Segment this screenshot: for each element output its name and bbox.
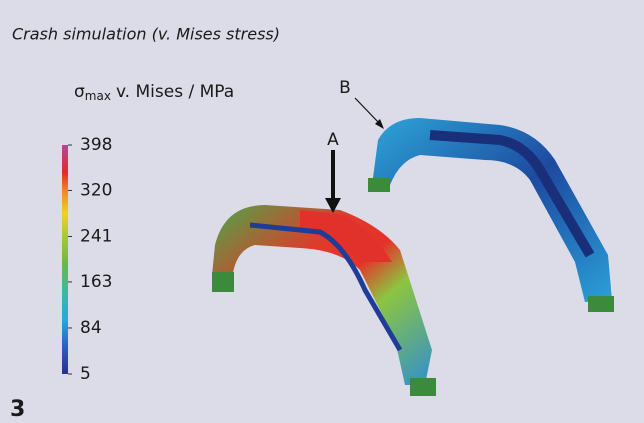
colorbar bbox=[62, 145, 68, 374]
figure-number: 3 bbox=[10, 397, 25, 422]
colorbar-tick-label: 241 bbox=[80, 226, 112, 246]
colorbar-tick-label: 84 bbox=[80, 318, 102, 338]
colorbar-tick-label: 163 bbox=[80, 272, 112, 292]
figure: Crash simulation (v. Mises stress) σmaxv… bbox=[0, 0, 644, 423]
colorbar-tick-label: 398 bbox=[80, 135, 112, 155]
unit-label: v. Mises / MPa bbox=[116, 82, 234, 102]
marker-b: B bbox=[339, 78, 351, 98]
caption: Crash simulation (v. Mises stress) bbox=[12, 25, 280, 44]
colorbar-tick-label: 5 bbox=[80, 364, 91, 384]
colorbar-tick-label: 320 bbox=[80, 180, 112, 200]
marker-a: A bbox=[327, 130, 339, 150]
symbol-subscript: max bbox=[85, 89, 111, 103]
symbol: σ bbox=[74, 82, 85, 102]
